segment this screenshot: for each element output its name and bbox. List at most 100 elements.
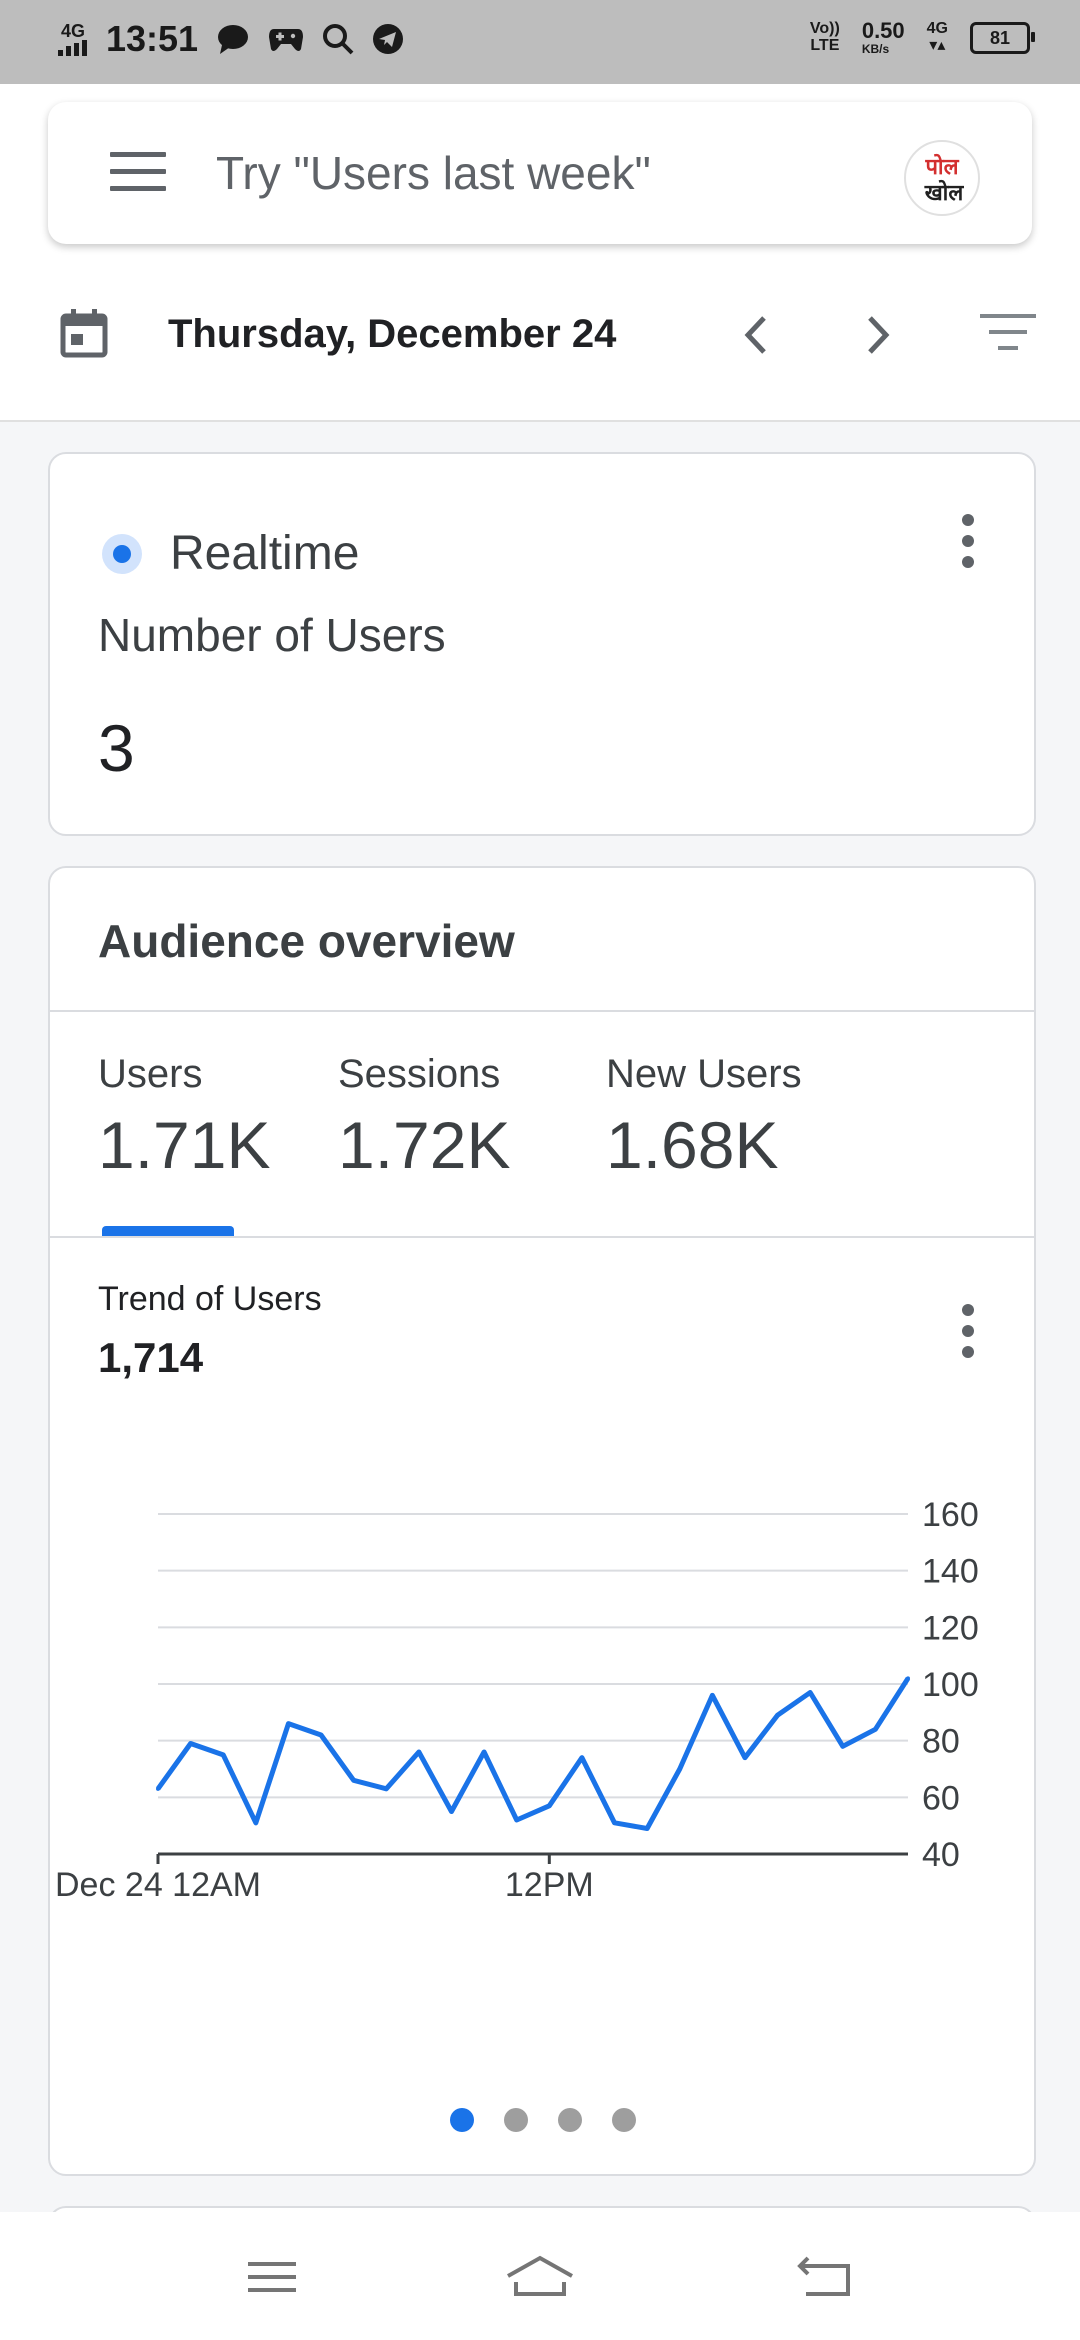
recent-apps-icon[interactable] (242, 2252, 302, 2302)
more-options-icon[interactable] (960, 514, 976, 568)
y-tick-label: 40 (922, 1836, 960, 1874)
data-point (221, 1752, 226, 1757)
chevron-left-icon[interactable] (732, 310, 782, 360)
y-tick-label: 60 (922, 1779, 960, 1817)
divider (50, 1010, 1034, 1012)
live-indicator-icon (102, 534, 142, 574)
metric-tab-new-users[interactable]: New Users 1.68K (606, 1052, 802, 1183)
data-point (775, 1713, 780, 1718)
metric-label: Users (98, 1052, 203, 1096)
trend-value: 1,714 (98, 1334, 204, 1381)
pager-dot[interactable] (504, 2108, 528, 2132)
speed-value: 0.50 (861, 18, 905, 43)
metric-tab-sessions[interactable]: Sessions 1.72K (338, 1052, 510, 1183)
audience-title: Audience overview (98, 915, 515, 967)
data-point (416, 1750, 421, 1754)
selected-tab-indicator (102, 1226, 234, 1236)
network-type-right: 4G (926, 20, 948, 38)
divider (50, 1236, 1034, 1238)
x-tick-label: 12PM (505, 1866, 594, 1904)
date-bar: Thursday, December 24 (0, 292, 1080, 382)
volte-indicator: Vo)) LTE (809, 20, 840, 55)
data-point (645, 1826, 650, 1831)
avatar-text-bottom: खोल (924, 179, 965, 206)
y-tick-label: 80 (922, 1723, 960, 1761)
chart-pager (450, 2108, 636, 2132)
y-tick-label: 100 (922, 1666, 979, 1704)
avatar-text-top: पोल (924, 153, 959, 180)
data-arrows-icon: ▾▴ (929, 37, 946, 54)
y-tick-label: 120 (922, 1609, 979, 1647)
calendar-icon[interactable] (60, 308, 108, 358)
battery-icon: 81 (970, 22, 1035, 54)
metric-label: New Users (606, 1052, 802, 1096)
data-point (514, 1818, 519, 1822)
data-point (710, 1693, 715, 1698)
data-point (873, 1727, 878, 1732)
data-point (482, 1750, 487, 1754)
selected-date[interactable]: Thursday, December 24 (168, 312, 617, 356)
data-point (449, 1809, 454, 1814)
data-point (319, 1733, 324, 1737)
network-speed: 0.50 KB/s (861, 18, 905, 57)
status-bar: 4G 13:51 Vo)) (0, 0, 1080, 84)
data-point (742, 1755, 747, 1760)
telegram-icon (373, 24, 404, 54)
data-point (351, 1778, 356, 1783)
series-line (155, 1676, 911, 1831)
clock: 13:51 (106, 18, 199, 59)
account-avatar[interactable]: पोल खोल (904, 140, 980, 216)
pager-dot[interactable] (558, 2108, 582, 2132)
speed-unit: KB/s (861, 42, 890, 56)
pager-dot[interactable] (450, 2108, 474, 2132)
back-icon[interactable] (794, 2252, 854, 2302)
home-icon[interactable] (504, 2252, 576, 2302)
system-nav-bar (0, 2212, 1080, 2340)
data-point (612, 1820, 617, 1825)
account-logo: पोल खोल (924, 153, 965, 206)
filter-icon[interactable] (980, 314, 1036, 358)
trend-title: Trend of Users (98, 1280, 322, 1318)
realtime-metric-label: Number of Users (98, 609, 446, 661)
realtime-metric-value: 3 (98, 711, 135, 785)
metric-value: 1.72K (338, 1108, 511, 1182)
data-point (286, 1721, 291, 1726)
search-placeholder[interactable]: Try "Users last week" (216, 147, 651, 199)
data-point (547, 1803, 552, 1808)
volte-label: Vo)) (809, 20, 840, 38)
y-tick-label: 160 (922, 1496, 979, 1534)
y-tick-label: 140 (922, 1553, 979, 1591)
search-notification-icon (323, 24, 354, 55)
users-trend-chart: 40 60 80 100 120 140 160 Dec 24 12AM 12PM (55, 1496, 979, 1904)
data-point (677, 1767, 682, 1771)
battery-level: 81 (989, 27, 1011, 48)
chat-bubble-icon (218, 25, 249, 54)
data-point (808, 1690, 813, 1695)
metric-tab-users[interactable]: Users 1.71K (98, 1052, 270, 1183)
data-point (188, 1741, 193, 1746)
data-point (156, 1786, 160, 1791)
metric-value: 1.71K (98, 1108, 271, 1182)
data-point (384, 1786, 389, 1791)
metric-value: 1.68K (606, 1108, 779, 1182)
metric-label: Sessions (338, 1052, 501, 1096)
data-point (906, 1676, 910, 1681)
network-type-label: 4G (60, 21, 85, 41)
audience-overview-card: Audience overview Users 1.71K Sessions 1… (48, 866, 1036, 2176)
signal-bars-icon (58, 40, 87, 56)
x-tick-label: Dec 24 12AM (55, 1866, 261, 1904)
lte-label: LTE (810, 37, 840, 54)
search-bar[interactable]: Try "Users last week" पोल खोल (48, 102, 1032, 244)
data-point (579, 1755, 584, 1760)
gamepad-icon (269, 29, 304, 51)
signal-indicator: 4G (58, 22, 88, 56)
pager-dot[interactable] (612, 2108, 636, 2132)
data-point (840, 1744, 845, 1749)
data-point (253, 1820, 258, 1825)
data-indicator: 4G ▾▴ (926, 20, 948, 55)
realtime-label: Realtime (170, 527, 360, 580)
trend-more-options-icon[interactable] (960, 1304, 976, 1358)
chevron-right-icon[interactable] (852, 310, 902, 360)
realtime-card[interactable]: Realtime Number of Users 3 (48, 452, 1036, 836)
hamburger-menu-icon[interactable] (110, 152, 166, 194)
